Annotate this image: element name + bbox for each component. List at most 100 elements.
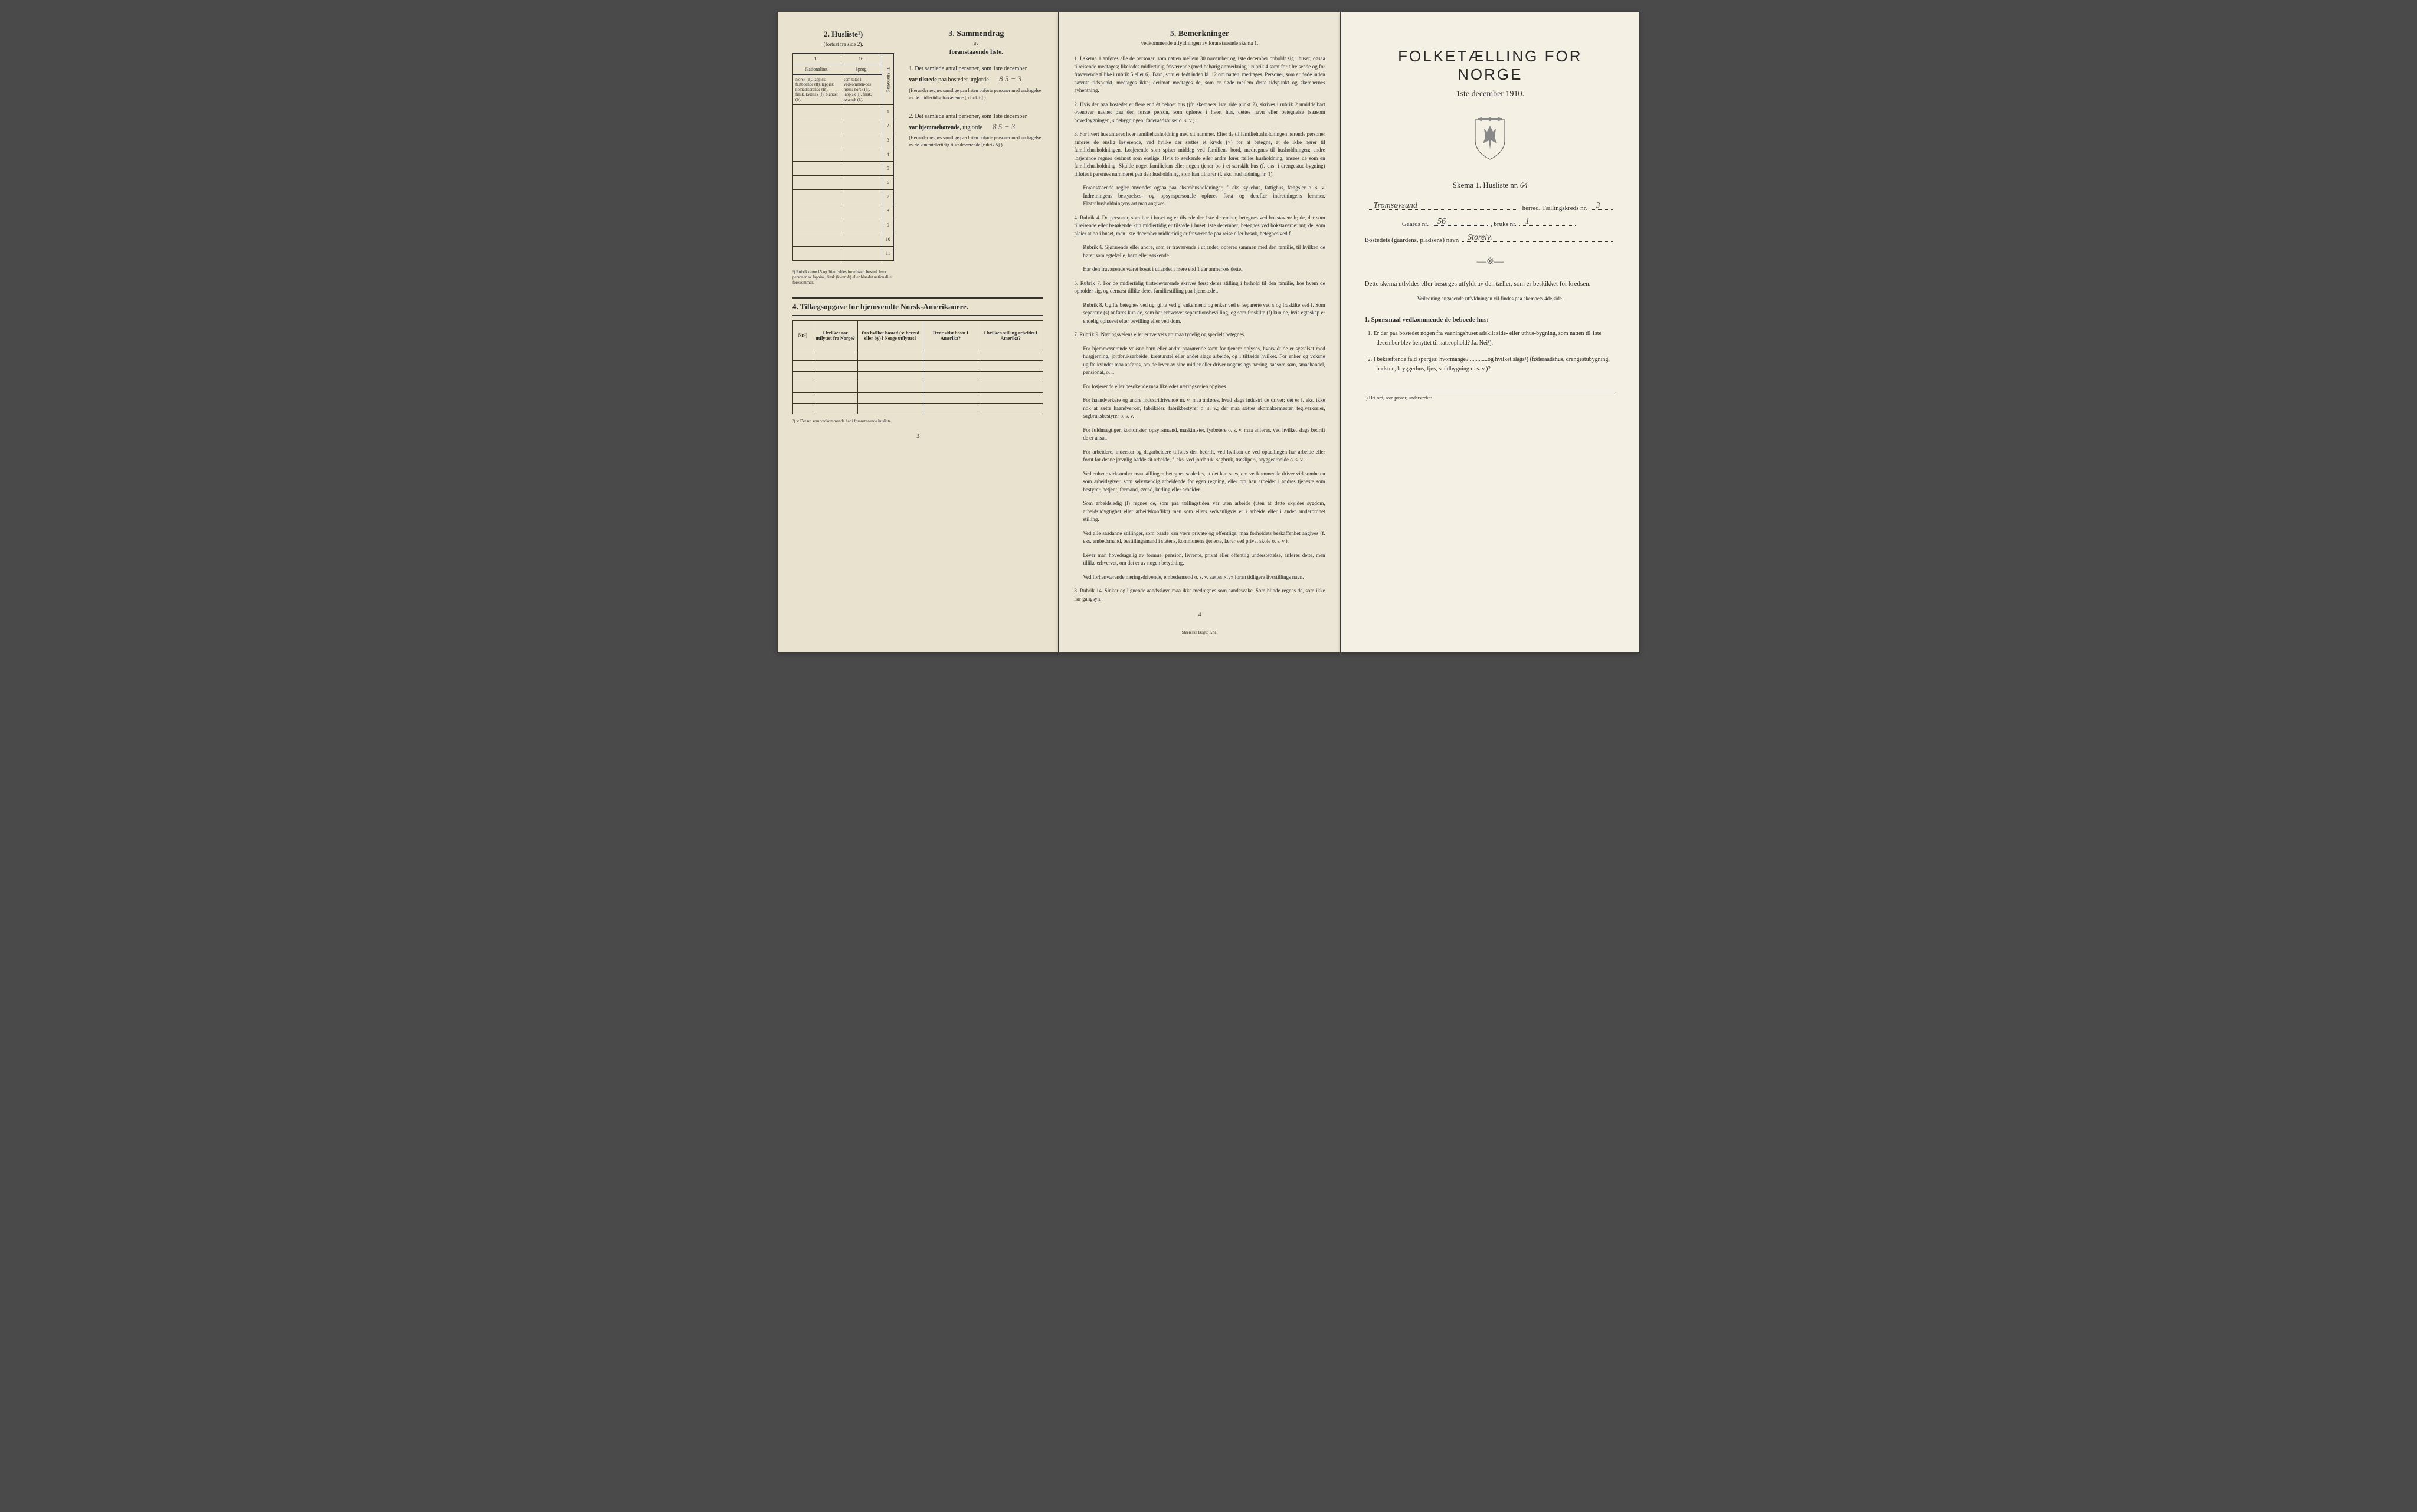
form-line-herred: Tromsøysund herred. Tællingskreds nr. 3 [1365,205,1616,212]
bemerk-item-7b: For hjemmeværende voksne barn eller andr… [1083,345,1325,377]
bemerk-item-4: 4. Rubrik 4. De personer, som bor i huse… [1074,214,1325,238]
tcol-1: I hvilket aar utflyttet fra Norge? [813,321,857,350]
bemerk-item-3: 3. For hvert hus anføres hver familiehus… [1074,130,1325,178]
form-line-bosted: Bostedets (gaardens, pladsens) navn Stor… [1365,237,1616,244]
col-16: 16. [841,54,882,64]
bemerk-item-7d: For haandverkere og andre industridriven… [1083,396,1325,421]
body-text-1: Dette skema utfyldes eller besørges utfy… [1365,279,1616,290]
bemerk-item-7i: Ved alle saadanne stillinger, som baade … [1083,530,1325,546]
skema-label: Skema 1. Husliste nr. [1453,181,1518,189]
main-date: 1ste december 1910. [1365,90,1616,99]
row-5: 5 [882,161,894,175]
bemerk-item-7h: Som arbeidsledig (l) regnes de, som paa … [1083,500,1325,524]
page-num-3: 3 [792,433,1043,440]
row-10: 10 [882,232,894,246]
question-2: 2. I bekræftende fald spørges: hvormange… [1377,355,1616,374]
kreds-value: 3 [1596,201,1600,211]
herred-label: herred. Tællingskreds nr. [1522,205,1587,212]
sporsmaal-title: 1. Spørsmaal vedkommende de beboede hus: [1365,316,1616,323]
bruks-label: , bruks nr. [1491,221,1517,228]
page-left: 2. Husliste¹) (fortsat fra side 2). 15. … [778,12,1058,652]
bemerk-item-3b: Foranstaaende regler anvendes ogsaa paa … [1083,184,1325,208]
section-2-title: 2. Husliste¹) [792,29,894,39]
page-num-4: 4 [1074,612,1325,618]
section-2-subtitle: (fortsat fra side 2). [792,41,894,47]
item2-value: 8 5 − 3 [993,122,1015,131]
bemerk-title: 5. Bemerkninger [1074,29,1325,39]
husliste-table: 15. 16. Personens nr. Nationalitet. Spro… [792,53,894,261]
bemerk-item-4c: Har den fraværende været bosat i utlande… [1083,265,1325,274]
page-middle: 5. Bemerkninger vedkommende utfyldningen… [1059,12,1339,652]
bemerk-item-7j: Lever man hovedsagelig av formue, pensio… [1083,552,1325,568]
herred-value: Tromsøysund [1374,201,1417,211]
row-3: 3 [882,133,894,147]
bemerk-item-5b: Rubrik 8. Ugifte betegnes ved ug, gifte … [1083,301,1325,326]
bosted-label: Bostedets (gaardens, pladsens) navn [1365,237,1459,244]
skema-line: Skema 1. Husliste nr. 64 [1365,181,1616,190]
main-title: FOLKETÆLLING FOR NORGE [1365,47,1616,84]
item2-rest: utgjorde [962,124,982,131]
bemerk-list: 1. I skema 1 anføres alle de personer, s… [1074,55,1325,603]
item2-text: 2. Det samlede antal personer, som 1ste … [909,113,1027,120]
bemerk-item-7g: Ved enhver virksomhet maa stillingen bet… [1083,470,1325,494]
col-person: Personens nr. [882,54,894,105]
row-11: 11 [882,246,894,260]
tillegg-table: Nr.²) I hvilket aar utflyttet fra Norge?… [792,320,1043,414]
bemerk-item-7k: Ved forhenværende næringsdrivende, embed… [1083,573,1325,582]
coat-of-arms-icon [1365,117,1616,163]
bemerk-item-7c: For losjerende eller besøkende maa likel… [1083,383,1325,391]
item1-rest: paa bostedet utgjorde [938,77,989,83]
gaard-label: Gaards nr. [1402,221,1429,228]
bemerk-item-7e: For fuldmægtiger, kontorister, opsynsmæn… [1083,427,1325,442]
printer-note: Steen'ske Bogtr. Kr.a. [1074,630,1325,635]
form-line-gaard: Gaards nr. 56 , bruks nr. 1 [1365,221,1616,228]
row-9: 9 [882,218,894,232]
bemerk-item-7f: For arbeidere, inderster og dagarbeidere… [1083,448,1325,464]
item1-text: 1. Det samlede antal personer, som 1ste … [909,65,1027,72]
sammendrag-item-2: 2. Det samlede antal personer, som 1ste … [909,112,1043,149]
bemerk-item-1: 1. I skema 1 anføres alle de personer, s… [1074,55,1325,95]
item2-bold: var hjemmehørende, [909,124,961,131]
section-4-title: 4. Tillægsopgave for hjemvendte Norsk-Am… [792,297,1043,316]
bosted-value: Storelv. [1468,233,1492,242]
page-right: FOLKETÆLLING FOR NORGE 1ste december 191… [1341,12,1639,652]
section-3-sub1: av [909,40,1043,46]
col-15: 15. [793,54,841,64]
gaard-value: 56 [1437,217,1446,227]
tcol-3: Hvor sidst bosat i Amerika? [923,321,978,350]
row-8: 8 [882,204,894,218]
bemerk-item-5: 5. Rubrik 7. For de midlertidig tilstede… [1074,280,1325,296]
bemerk-item-4b: Rubrik 6. Sjøfarende eller andre, som er… [1083,244,1325,260]
col-15-desc: Norsk (n), lappisk, fastboende (lf), lap… [793,75,841,105]
bemerk-item-8: 8. Rubrik 14. Sinker og lignende aandssl… [1074,587,1325,603]
sammendrag-item-1: 1. Det samlede antal personer, som 1ste … [909,64,1043,101]
row-2: 2 [882,119,894,133]
col-15-header: Nationalitet. [793,64,841,75]
document-container: 2. Husliste¹) (fortsat fra side 2). 15. … [778,12,1639,652]
row-1: 1 [882,104,894,119]
bemerk-item-2: 2. Hvis der paa bostedet er flere end ét… [1074,101,1325,125]
section-3-sub2: foranstaaende liste. [909,48,1043,55]
bottom-note: ¹) Det ord, som passer, understrekes. [1365,392,1616,401]
section-3-title: 3. Sammendrag [909,29,1043,39]
col-16-header: Sprog, [841,64,882,75]
col-16-desc: som tales i vedkommen-des hjem: norsk (n… [841,75,882,105]
body-text-2: Veiledning angaaende utfyldningen vil fi… [1365,296,1616,301]
item1-bold: var tilstede [909,77,936,83]
tcol-2: Fra hvilket bosted (ɔ: herred eller by) … [858,321,923,350]
bruks-value: 1 [1525,217,1530,227]
bemerk-subtitle: vedkommende utfyldningen av foranstaaend… [1074,40,1325,46]
tcol-4: I hvilken stilling arbeidet i Amerika? [978,321,1043,350]
ornament-icon: ―※― [1365,255,1616,267]
item1-note: (Herunder regnes samtlige paa listen opf… [909,87,1043,101]
row-7: 7 [882,189,894,204]
row-4: 4 [882,147,894,161]
item2-note: (Herunder regnes samtlige paa listen opf… [909,135,1043,149]
tcol-nr: Nr.²) [793,321,813,350]
section-4-footnote: ²) ɔ: Det nr. som vedkommende har i fora… [792,419,1043,424]
bemerk-item-7: 7. Rubrik 9. Næringsveiens eller erhverv… [1074,331,1325,339]
section-2-footnote: ¹) Rubrikkerne 15 og 16 utfyldes for eth… [792,270,894,286]
question-1: 1. Er der paa bostedet nogen fra vaaning… [1377,329,1616,348]
item1-value: 8 5 − 3 [999,74,1021,83]
row-6: 6 [882,175,894,189]
